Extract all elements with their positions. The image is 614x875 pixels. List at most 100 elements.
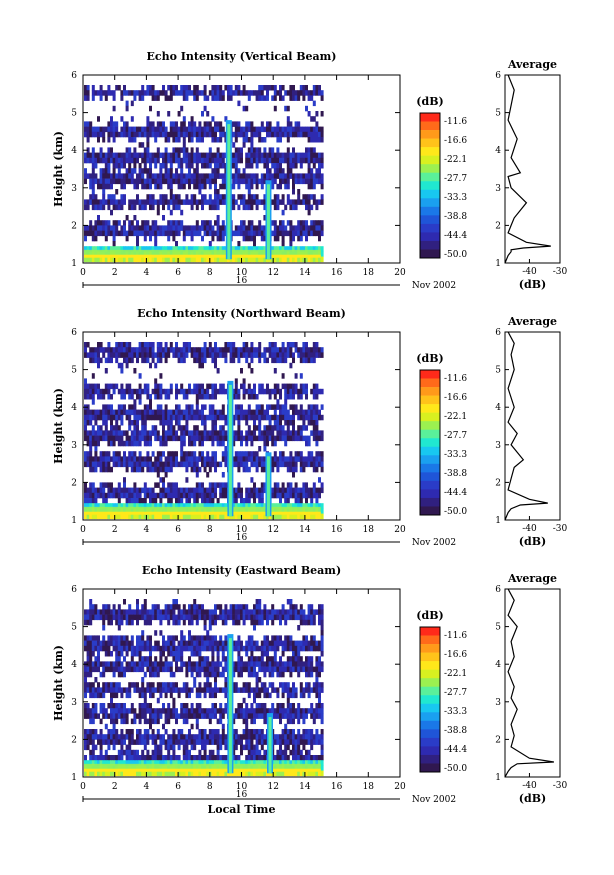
heatmap-cell xyxy=(172,173,176,179)
heatmap-cell xyxy=(219,461,223,468)
heatmap-cell xyxy=(245,430,249,436)
heatmap-cell xyxy=(216,503,220,509)
heatmap-cell xyxy=(305,394,308,400)
heatmap-cell xyxy=(86,420,90,426)
heatmap-cell xyxy=(136,388,139,395)
heatmap-cell xyxy=(260,466,264,473)
heatmap-cell xyxy=(255,194,259,200)
heatmap-cell xyxy=(120,666,124,673)
heatmap-cell xyxy=(188,640,191,647)
colorbar-label: -16.6 xyxy=(444,393,467,403)
heatmap-cell xyxy=(133,131,137,138)
heatmap-cell xyxy=(143,199,147,205)
heatmap-cell xyxy=(128,682,132,688)
heatmap-cell xyxy=(143,435,147,442)
heatmap-cell xyxy=(320,661,324,667)
heatmap-cell xyxy=(297,121,301,127)
heatmap-cell xyxy=(297,225,301,231)
heatmap-cell xyxy=(198,362,202,369)
heatmap-cell xyxy=(128,163,132,169)
heatmap-cell xyxy=(110,420,113,426)
heatmap-cell xyxy=(268,342,272,348)
heatmap-cell xyxy=(120,404,124,410)
colorbar-label: -50.0 xyxy=(444,250,467,260)
heatmap-cell xyxy=(136,461,139,468)
heatmap-cell xyxy=(182,126,186,133)
heatmap-cell xyxy=(221,131,225,138)
heatmap-cell xyxy=(221,425,225,431)
heatmap-cell xyxy=(247,503,251,509)
heatmap-cell xyxy=(208,90,212,96)
heatmap-cell xyxy=(234,199,238,205)
heatmap-cell xyxy=(242,342,246,348)
heatmap-cell xyxy=(240,347,243,353)
heatmap-cell xyxy=(156,95,160,101)
heatmap-cell xyxy=(201,220,204,226)
heatmap-cell xyxy=(89,661,93,667)
heatmap-cell xyxy=(315,492,319,499)
heatmap-cell xyxy=(320,256,324,263)
heatmap-cell xyxy=(289,404,293,410)
heatmap-cell xyxy=(294,503,298,509)
heatmap-cell xyxy=(307,640,311,647)
heatmap-cell xyxy=(143,604,147,610)
heatmap-cell xyxy=(120,661,124,667)
heatmap-cell xyxy=(167,95,171,101)
heatmap-cell xyxy=(94,414,98,421)
heatmap-cell xyxy=(193,492,197,499)
heatmap-cell xyxy=(151,347,155,353)
heatmap-cell xyxy=(123,482,126,488)
heatmap-cell xyxy=(216,435,220,442)
heatmap-cell xyxy=(130,388,134,395)
heatmap-cell xyxy=(193,183,197,190)
heatmap-cell xyxy=(310,168,314,174)
heatmap-cell xyxy=(133,215,137,221)
heatmap-cell xyxy=(146,614,150,621)
heatmap-cell xyxy=(164,456,168,462)
heatmap-cell xyxy=(149,225,152,231)
heatmap-cell xyxy=(112,126,116,133)
heatmap-cell xyxy=(260,404,264,410)
heatmap-cell xyxy=(219,90,223,96)
heatmap-cell xyxy=(263,230,267,237)
heatmap-cell xyxy=(242,246,246,252)
heatmap-cell xyxy=(120,635,124,641)
heatmap-cell xyxy=(151,388,155,395)
heatmap-cell xyxy=(125,256,129,263)
heatmap-cell xyxy=(203,614,207,621)
heatmap-cell xyxy=(151,178,155,185)
heatmap-cell xyxy=(276,456,280,462)
heatmap-cell xyxy=(141,246,145,252)
heatmap-cell xyxy=(94,609,98,615)
heatmap-cell xyxy=(190,199,194,205)
heatmap-cell xyxy=(297,347,301,353)
heatmap-cell xyxy=(232,440,236,447)
date-label: Nov 2002 xyxy=(412,538,456,548)
heatmap-cell xyxy=(237,183,241,190)
heatmap-cell xyxy=(180,687,184,693)
heatmap-cell xyxy=(84,687,87,693)
heatmap-cell xyxy=(198,671,202,678)
heatmap-cell xyxy=(112,487,116,494)
heatmap-cell xyxy=(286,430,290,436)
heatmap-cell xyxy=(266,656,269,662)
heatmap-cell xyxy=(211,204,215,211)
heatmap-cell xyxy=(175,256,178,263)
heatmap-cell xyxy=(154,466,158,473)
heatmap-cell xyxy=(245,121,249,127)
heatmap-cell xyxy=(97,682,100,688)
heatmap-cell xyxy=(318,645,321,652)
heatmap-cell xyxy=(211,85,215,91)
heatmap-cell xyxy=(240,352,243,358)
heatmap-cell xyxy=(253,409,256,416)
heatmap-cell xyxy=(167,651,171,657)
heatmap-cell xyxy=(193,487,197,494)
heatmap-cell xyxy=(188,487,191,494)
heatmap-cell xyxy=(115,492,119,499)
heatmap-cell xyxy=(320,687,324,693)
heatmap-cell xyxy=(260,409,264,416)
heatmap-cell xyxy=(307,456,311,462)
heatmap-cell xyxy=(211,461,215,468)
heatmap-cell xyxy=(232,671,236,678)
heatmap-cell xyxy=(211,414,215,421)
